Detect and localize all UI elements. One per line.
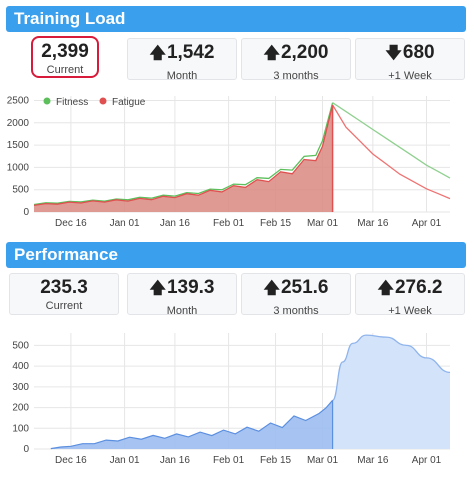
stat-value: 🡇680 <box>385 42 435 63</box>
legend-fitness-marker <box>43 97 51 105</box>
arrow-up-icon: 🡅 <box>263 45 280 62</box>
stat-label: Month <box>166 305 198 317</box>
fatigue-area <box>34 105 333 212</box>
stat-current-load: 2,399 Current <box>31 36 99 78</box>
stat-value: 🡅276.2 <box>377 277 443 298</box>
legend-fatigue-label: Fatigue <box>112 97 146 108</box>
x-tick-label: Jan 01 <box>110 218 140 229</box>
y-tick-label: 100 <box>12 423 29 434</box>
y-tick-label: 500 <box>12 340 29 351</box>
training-load-stats: 2,399 Current 🡅1,542 Month 🡅2,200 3 mont… <box>9 36 469 82</box>
stat-label: Current <box>46 64 84 76</box>
x-tick-label: Apr 01 <box>412 218 442 229</box>
stat-label: 3 months <box>273 305 319 317</box>
y-tick-label: 200 <box>12 403 29 414</box>
arrow-up-icon: 🡅 <box>149 45 166 62</box>
x-tick-label: Mar 16 <box>357 218 389 229</box>
fatigue-line <box>33 104 334 207</box>
performance-line <box>50 399 334 450</box>
x-tick-label: Feb 01 <box>213 218 245 229</box>
x-tick-label: Jan 01 <box>110 455 140 466</box>
fitness-line <box>33 102 334 206</box>
x-tick-label: Dec 16 <box>55 218 87 229</box>
x-tick-label: Feb 15 <box>260 218 292 229</box>
y-tick-label: 1000 <box>7 162 30 173</box>
y-tick-label: 2500 <box>7 95 30 106</box>
legend-fitness-label: Fitness <box>56 97 88 108</box>
y-tick-label: 2000 <box>7 118 30 129</box>
stat-label: 3 months <box>273 70 319 82</box>
stat-month-performance: 🡅139.3 Month <box>127 273 237 317</box>
x-tick-label: Jan 16 <box>160 455 190 466</box>
x-tick-label: Mar 16 <box>357 455 389 466</box>
training-load-header: Training Load <box>6 6 466 32</box>
stat-value: 🡅1,542 <box>149 42 215 63</box>
x-tick-label: Dec 16 <box>55 455 87 466</box>
stat-value: 🡅139.3 <box>149 277 215 298</box>
performance-stats: 235.3 Current 🡅139.3 Month 🡅251.6 3 mont… <box>9 273 469 317</box>
y-tick-label: 0 <box>23 444 29 455</box>
stat-label: +1 Week <box>388 305 432 317</box>
x-tick-label: Mar 01 <box>307 455 339 466</box>
x-tick-label: Apr 01 <box>412 455 442 466</box>
performance-chart: 0 100 200 300 400 500 Dec 16 Jan 01 Jan 16 Feb 01… <box>12 333 451 466</box>
stat-3-months-load: 🡅2,200 3 months <box>241 38 351 82</box>
y-tick-label: 400 <box>12 361 29 372</box>
performance-area <box>50 400 333 449</box>
y-tick-label: 0 <box>23 207 29 218</box>
x-tick-label: Feb 01 <box>213 455 245 466</box>
arrow-up-icon: 🡅 <box>263 280 280 297</box>
stat-value: 🡅2,200 <box>263 42 329 63</box>
fitness-forecast-line <box>332 102 451 179</box>
arrow-up-icon: 🡅 <box>377 280 394 297</box>
performance-forecast-area <box>332 335 450 449</box>
stat-value: 🡅251.6 <box>263 277 329 298</box>
stat-current-performance: 235.3 Current <box>9 273 119 315</box>
stat-3-months-performance: 🡅251.6 3 months <box>241 273 351 317</box>
arrow-down-icon: 🡇 <box>385 45 402 62</box>
chart-legend: Fitness Fatigue <box>43 97 146 108</box>
training-load-title: Training Load <box>14 9 126 28</box>
fatigue-forecast-line <box>332 104 451 200</box>
arrow-up-icon: 🡅 <box>149 280 166 297</box>
performance-title: Performance <box>14 245 118 264</box>
x-tick-label: Mar 01 <box>307 218 339 229</box>
y-tick-label: 1500 <box>7 140 30 151</box>
x-tick-label: Feb 15 <box>260 455 292 466</box>
stat-value: 2,399 <box>41 41 89 62</box>
training-load-chart: 0 500 1000 1500 2000 2500 Dec 16 Jan 01 Jan 16 Fe… <box>7 95 451 229</box>
stat-week-performance: 🡅276.2 +1 Week <box>355 273 465 317</box>
legend-fatigue-marker <box>99 97 107 105</box>
stat-week-load: 🡇680 +1 Week <box>355 38 465 82</box>
y-tick-label: 500 <box>12 185 29 196</box>
stat-label: +1 Week <box>388 70 432 82</box>
stat-label: Current <box>45 300 83 312</box>
x-tick-label: Jan 16 <box>160 218 190 229</box>
stat-month-load: 🡅1,542 Month <box>127 38 237 82</box>
y-tick-label: 300 <box>12 382 29 393</box>
stat-label: Month <box>166 70 198 82</box>
performance-forecast-line <box>331 334 451 401</box>
performance-header: Performance <box>6 242 466 268</box>
stat-value: 235.3 <box>40 277 88 298</box>
